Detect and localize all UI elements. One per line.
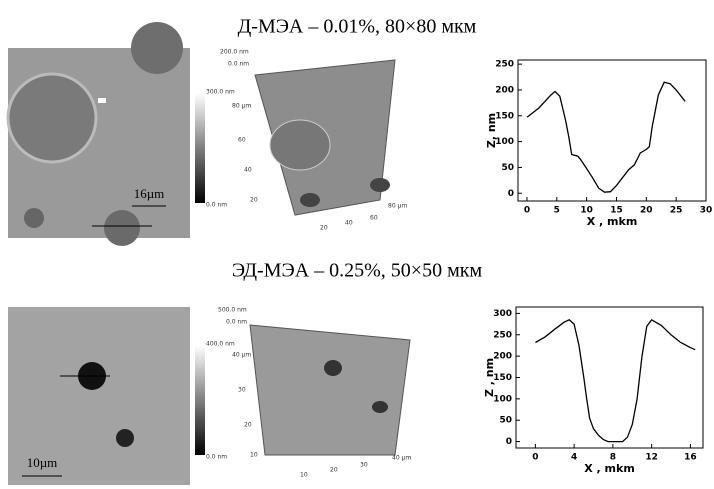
axis-label: 20: [320, 225, 328, 232]
line: [535, 320, 695, 442]
figure: Д-МЭА – 0.01%, 80×80 мкм ЭД-МЭА – 0.25%,…: [0, 0, 714, 485]
axis-label: 10: [250, 452, 258, 459]
z-label: 0.0 nm: [228, 61, 249, 68]
y-tick-label: 100: [495, 137, 514, 147]
z-label: 500.0 nm: [218, 307, 247, 314]
x-axis-label: X , mkm: [587, 215, 638, 228]
y-tick-label: 50: [501, 163, 514, 173]
y-tick-label: 250: [495, 60, 514, 70]
z-label: 200.0 nm: [220, 49, 249, 56]
colorbar-label: 300.0 nm: [206, 89, 235, 96]
line: [527, 82, 685, 192]
axis-label: 20: [244, 422, 252, 429]
x-tick-label: 30: [700, 206, 713, 216]
axis-label: 40 µm: [392, 455, 411, 462]
x-tick-label: 5: [554, 206, 560, 216]
axis-label: 40 µm: [232, 352, 251, 359]
afm-3d: 500.0 nm 0.0 nm 40 µm 30 20 10 10 20 30 …: [218, 307, 411, 479]
x-tick-label: 25: [670, 206, 683, 216]
axis-label: 60: [370, 215, 378, 222]
axis-label: 80 µm: [388, 203, 407, 210]
y-tick-label: 300: [493, 309, 512, 319]
plot-frame: [518, 60, 706, 201]
afm-image: 10µm 400.0 nm 0.0 nm: [8, 307, 235, 485]
y-tick-label: 0: [506, 437, 512, 447]
x-tick-label: 20: [640, 206, 653, 216]
y-tick-label: 150: [493, 373, 512, 383]
axis-label: 60: [238, 137, 246, 144]
x-tick-label: 12: [645, 453, 658, 463]
colorbar-label: 400.0 nm: [206, 341, 235, 348]
axis-label: 10: [300, 472, 308, 479]
y-tick-label: 50: [499, 416, 512, 426]
x-tick-label: 16: [684, 453, 697, 463]
plot-frame: [516, 307, 703, 448]
afm-image: 16µm 300.0 nm 0.0 nm: [8, 22, 235, 246]
scale-bar-label: 10µm: [27, 455, 58, 470]
colorbar-label: 0.0 nm: [206, 454, 227, 461]
axis-label: 30: [238, 387, 246, 394]
y-axis-label: Z , nm: [483, 358, 496, 397]
x-tick-label: 0: [532, 453, 538, 463]
x-tick-label: 8: [610, 453, 616, 463]
x-tick-label: 0: [524, 206, 530, 216]
x-tick-label: 4: [571, 453, 577, 463]
y-tick-label: 250: [493, 330, 512, 340]
axis-label: 30: [360, 462, 368, 469]
afm-3d: 200.0 nm 0.0 nm 80 µm 60 40 20 20 40 60 …: [220, 49, 407, 232]
axis-label: 80 µm: [232, 103, 251, 110]
axis-label: 20: [330, 467, 338, 474]
x-axis-label: X , mkm: [584, 462, 635, 475]
axis-label: 40: [345, 220, 353, 227]
y-tick-label: 100: [493, 394, 512, 404]
y-tick-label: 150: [495, 111, 514, 121]
y-tick-label: 200: [493, 352, 512, 362]
scale-bar-label: 16µm: [134, 186, 165, 201]
x-tick-label: 15: [610, 206, 623, 216]
y-axis-label: Z, nm: [485, 113, 498, 148]
panel-title: Д-МЭА – 0.01%, 80×80 мкм: [238, 16, 477, 38]
z-label: 0.0 nm: [226, 319, 247, 326]
y-tick-label: 200: [495, 85, 514, 95]
y-tick-label: 0: [508, 189, 514, 199]
colorbar-label: 0.0 nm: [206, 202, 227, 209]
axis-label: 20: [250, 197, 258, 204]
panel-title: ЭД-МЭА – 0.25%, 50×50 мкм: [232, 260, 483, 282]
axis-label: 40: [244, 167, 252, 174]
x-tick-label: 10: [580, 206, 593, 216]
